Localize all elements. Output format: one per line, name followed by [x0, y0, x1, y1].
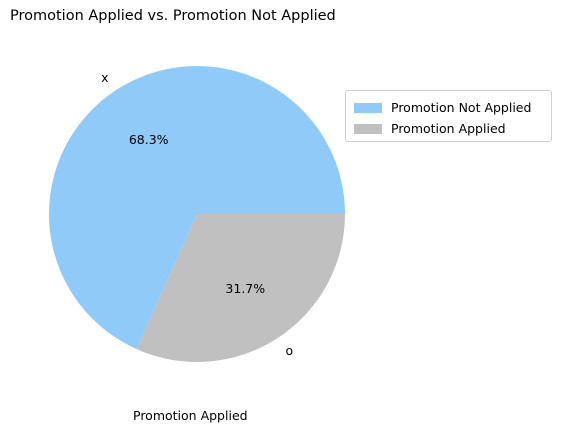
- legend-swatch-promotion-applied: [354, 123, 382, 134]
- pie-percent-label-promotion-applied: 31.7%: [225, 281, 265, 296]
- pie-slice-promotion-not-applied: [49, 66, 346, 350]
- legend-label-promotion-not-applied: Promotion Not Applied: [391, 100, 532, 115]
- pie-slice-label-promotion-applied: o: [286, 343, 294, 358]
- legend-swatch-promotion-not-applied: [354, 102, 382, 113]
- legend: Promotion Not Applied Promotion Applied: [345, 90, 552, 142]
- legend-label-promotion-applied: Promotion Applied: [391, 121, 506, 136]
- chart-title: Promotion Applied vs. Promotion Not Appl…: [10, 8, 336, 24]
- legend-item-promotion-applied: Promotion Applied: [354, 118, 551, 139]
- legend-item-promotion-not-applied: Promotion Not Applied: [354, 97, 551, 118]
- pie-slice-label-promotion-not-applied: x: [101, 70, 108, 85]
- x-axis-label: Promotion Applied: [133, 408, 248, 423]
- pie-percent-label-promotion-not-applied: 68.3%: [129, 132, 169, 147]
- pie-slice-promotion-applied: [136, 214, 345, 362]
